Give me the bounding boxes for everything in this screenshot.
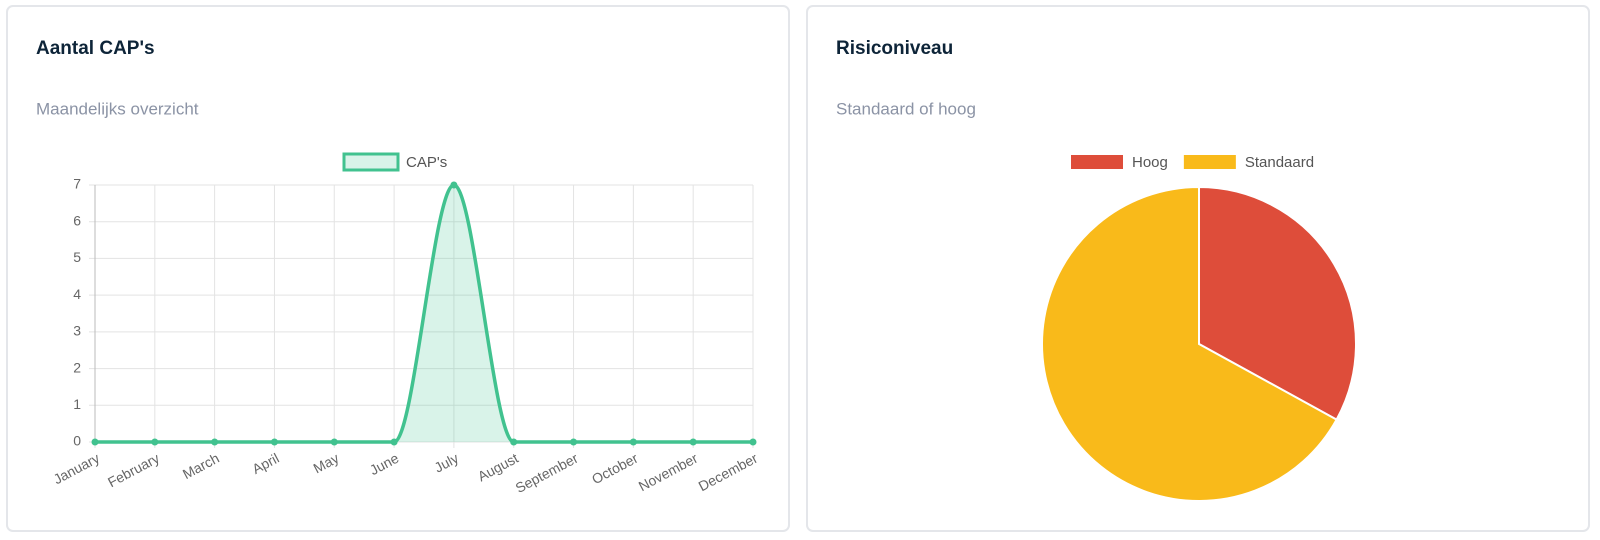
legend-label: Hoog — [1132, 154, 1168, 171]
point — [749, 438, 757, 446]
legend-label: CAP's — [406, 154, 447, 171]
line — [95, 183, 753, 444]
point — [570, 438, 578, 446]
card-title: Aantal CAP's — [36, 38, 155, 59]
point — [629, 438, 637, 446]
point — [91, 438, 99, 446]
y-tick-label: 0 — [73, 433, 81, 449]
pie-slice — [1198, 185, 1357, 421]
y-tick-label: 2 — [73, 359, 81, 375]
legend-swatch — [1183, 155, 1236, 169]
legend-swatch — [342, 152, 400, 172]
y-tick-label: 7 — [73, 176, 81, 192]
point — [211, 438, 219, 446]
card — [6, 5, 790, 532]
pie-slice — [1041, 185, 1338, 502]
legend-swatch — [1071, 155, 1123, 169]
point — [330, 438, 338, 446]
card-title: Risiconiveau — [836, 38, 953, 59]
legend-label: Standaard — [1245, 154, 1314, 171]
point — [390, 438, 398, 446]
y-tick-label: 1 — [73, 396, 81, 412]
point — [510, 438, 518, 446]
point — [689, 438, 697, 446]
card-subtitle: Maandelijks overzicht — [36, 99, 199, 118]
y-tick-label: 3 — [73, 323, 81, 339]
y-tick-label: 6 — [73, 212, 81, 228]
y-tick-label: 4 — [73, 286, 81, 302]
point — [450, 181, 458, 189]
point — [151, 438, 159, 446]
point — [270, 438, 278, 446]
y-tick-label: 5 — [73, 249, 81, 265]
card-subtitle: Standaard of hoog — [836, 99, 976, 118]
